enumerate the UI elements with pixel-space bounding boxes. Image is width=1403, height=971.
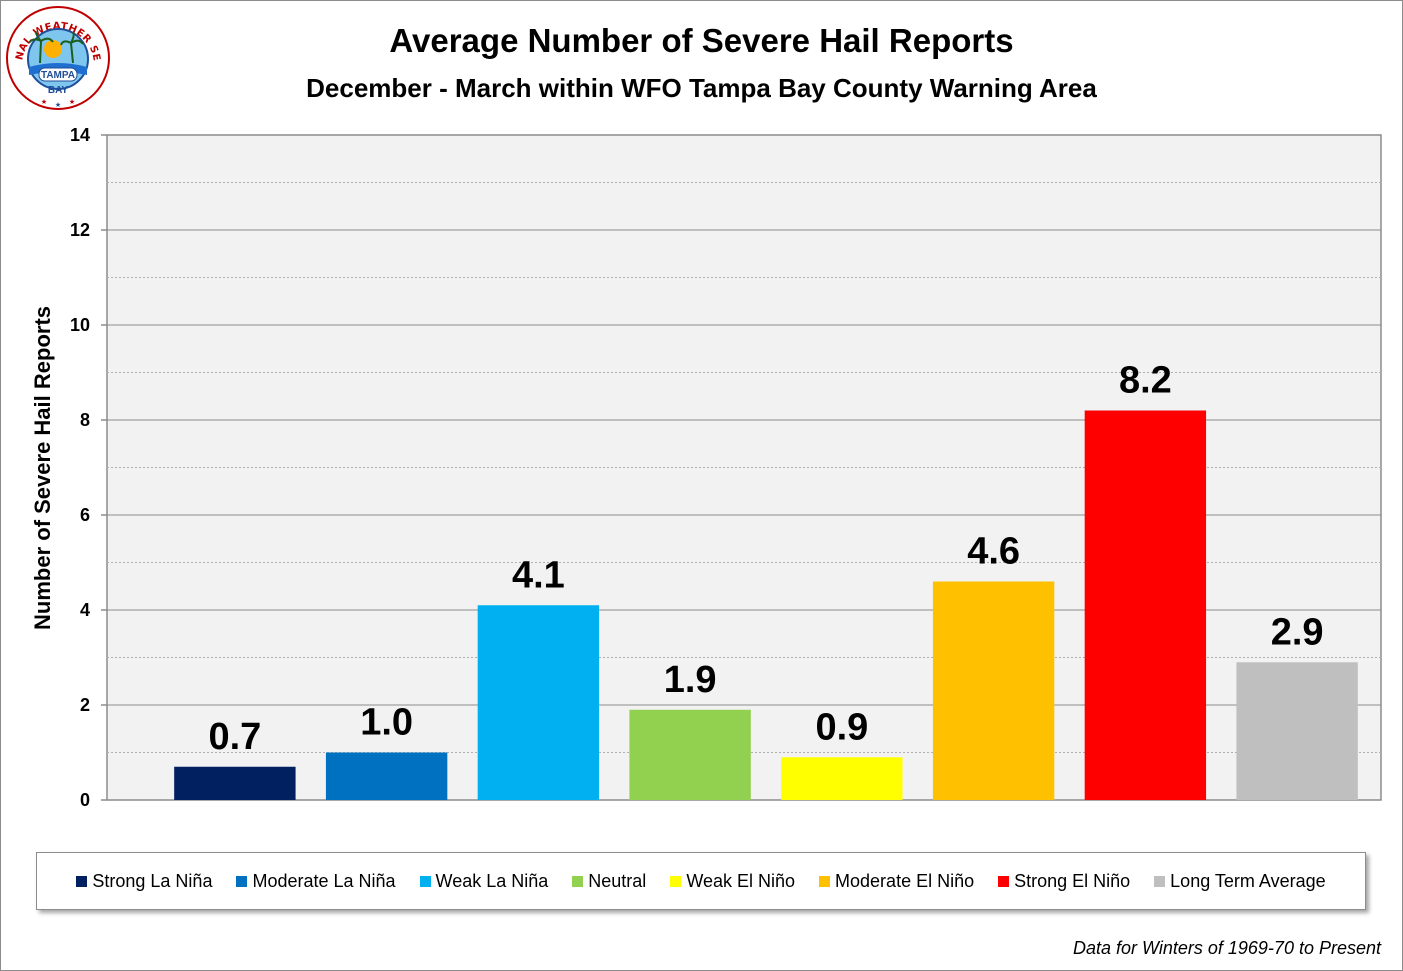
- legend-swatch: [76, 875, 88, 887]
- bar-strong-el-nino: [1084, 410, 1207, 800]
- data-label-strong-el-nino: 8.2: [1119, 360, 1172, 402]
- y-tick-label: 4: [80, 600, 90, 620]
- legend-label: Long Term Average: [1170, 870, 1326, 891]
- footnote: Data for Winters of 1969-70 to Present: [1073, 938, 1381, 958]
- svg-text:★: ★: [55, 101, 61, 109]
- data-label-moderate-el-nino: 4.6: [967, 531, 1020, 573]
- y-tick-label: 0: [80, 790, 90, 810]
- y-tick-label: 8: [80, 410, 90, 430]
- legend-label: Moderate El Niño: [835, 870, 975, 891]
- bar-strong-la-nina: [174, 766, 296, 800]
- legend-swatch: [819, 875, 831, 887]
- legend-item-weak-la-nina: Weak La Niña: [419, 870, 549, 892]
- y-tick-label: 2: [80, 695, 90, 715]
- legend-label: Moderate La Niña: [252, 870, 396, 891]
- data-label-weak-la-nina: 4.1: [512, 554, 565, 596]
- legend-label: Neutral: [588, 870, 647, 891]
- legend-swatch: [998, 875, 1010, 887]
- legend-item-strong-la-nina: Strong La Niña: [76, 871, 212, 892]
- legend-swatch: [572, 875, 584, 887]
- logo-text-tampa: TAMPA: [41, 70, 75, 81]
- chart-title: Average Number of Severe Hail Reports: [389, 22, 1014, 59]
- legend-item-weak-el-nino: Weak El Niño: [670, 871, 795, 892]
- svg-text:★: ★: [69, 98, 75, 106]
- legend-label: Strong La Niña: [92, 870, 213, 891]
- chart-subtitle: December - March within WFO Tampa Bay Co…: [306, 73, 1097, 103]
- legend-label: Weak La Niña: [435, 870, 549, 891]
- nws-tampa-bay-logo: NATIONAL WEATHER SERVICE TAMPA BAY ★ ★ ★: [5, 5, 110, 110]
- legend-item-long-term-average: Long Term Average: [1154, 870, 1326, 892]
- data-label-strong-la-nina: 0.7: [208, 716, 261, 758]
- data-label-neutral: 1.9: [664, 659, 717, 701]
- bar-long-term-average: [1236, 662, 1358, 800]
- legend-item-strong-el-nino: Strong El Niño: [998, 871, 1130, 892]
- svg-text:★: ★: [41, 98, 47, 106]
- y-tick-label: 14: [70, 125, 90, 145]
- legend-swatch: [236, 875, 248, 887]
- data-label-long-term-average: 2.9: [1271, 611, 1324, 653]
- legend-swatch: [1154, 875, 1166, 887]
- bar-weak-el-nino: [781, 757, 903, 800]
- logo-text-bay: BAY: [48, 85, 69, 96]
- legend-item-moderate-la-nina: Moderate La Niña: [236, 870, 396, 892]
- data-label-weak-el-nino: 0.9: [815, 706, 868, 748]
- y-tick-label: 6: [80, 505, 90, 525]
- legend-item-neutral: Neutral: [572, 871, 646, 892]
- legend-item-moderate-el-nino: Moderate El Niño: [819, 871, 974, 892]
- y-tick-label: 12: [70, 220, 90, 240]
- chart-legend: Strong La Niña Moderate La Niña Weak La Ni…: [36, 852, 1366, 910]
- y-axis-label: Number of Severe Hail Reports: [30, 306, 55, 630]
- bar-moderate-la-nina: [325, 752, 448, 800]
- bar-moderate-el-nino: [932, 581, 1055, 800]
- legend-label: Weak El Niño: [686, 870, 796, 891]
- data-label-moderate-la-nina: 1.0: [360, 702, 413, 744]
- legend-label: Strong El Niño: [1014, 870, 1131, 891]
- legend-swatch: [419, 875, 431, 887]
- legend-swatch: [670, 875, 682, 887]
- bar-neutral: [629, 709, 751, 800]
- bar-weak-la-nina: [477, 605, 600, 800]
- y-tick-label: 10: [70, 315, 90, 335]
